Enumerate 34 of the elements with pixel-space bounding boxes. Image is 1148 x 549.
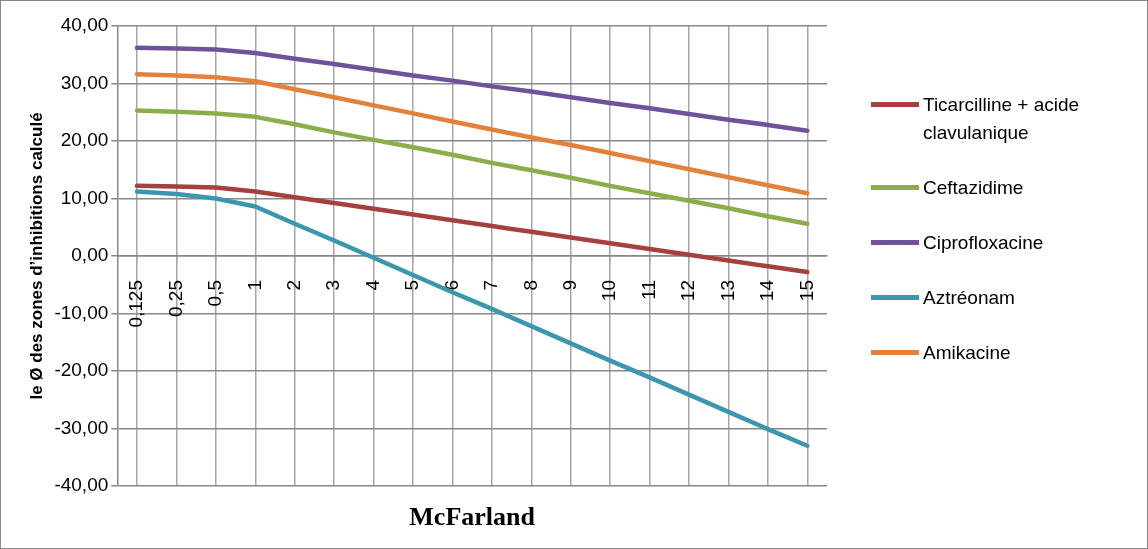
x-tick-label: 9: [558, 280, 580, 291]
x-tick-label: 0,5: [204, 280, 226, 307]
y-tick-label: 0,00: [71, 244, 109, 266]
legend-label: Ticarcilline + acide clavulanique: [923, 93, 1081, 145]
x-tick-label: 5: [401, 280, 423, 291]
x-tick-label: 4: [361, 279, 383, 291]
x-tick-label: 13: [716, 280, 738, 302]
x-tick-label: 15: [795, 280, 817, 302]
x-tick-label: 0,125: [125, 280, 147, 328]
y-tick-label: -40,00: [54, 474, 109, 496]
x-tick-label: 0,25: [164, 280, 186, 317]
x-tick-label: 11: [637, 280, 659, 300]
y-tick-label: 10,00: [60, 186, 109, 208]
y-tick-label: 30,00: [60, 71, 109, 93]
x-tick-label: 1: [243, 280, 265, 291]
x-tick-label: 14: [756, 279, 778, 302]
y-tick-label: 40,00: [60, 14, 109, 36]
x-axis-title: McFarland: [409, 501, 536, 531]
legend-label: Aztréonam: [923, 286, 1015, 310]
x-tick-label: 7: [480, 280, 502, 291]
y-tick-label: -30,00: [54, 416, 109, 438]
x-tick-label: 6: [440, 280, 462, 291]
y-axis-title: le Ø des zones d’inhibitions calculé: [26, 112, 46, 400]
y-tick-label: -20,00: [54, 359, 109, 381]
y-tick-label: -10,00: [54, 301, 109, 323]
legend-label: Ciprofloxacine: [923, 231, 1044, 255]
x-tick-label: 3: [322, 280, 344, 291]
legend-label: Ceftazidime: [923, 176, 1024, 200]
x-tick-label: 8: [519, 280, 541, 291]
y-tick-label: 20,00: [60, 129, 109, 151]
x-tick-label: 2: [282, 280, 304, 291]
x-tick-label: 12: [677, 280, 699, 302]
legend-label: Amikacine: [923, 341, 1011, 365]
x-tick-label: 10: [598, 280, 620, 302]
